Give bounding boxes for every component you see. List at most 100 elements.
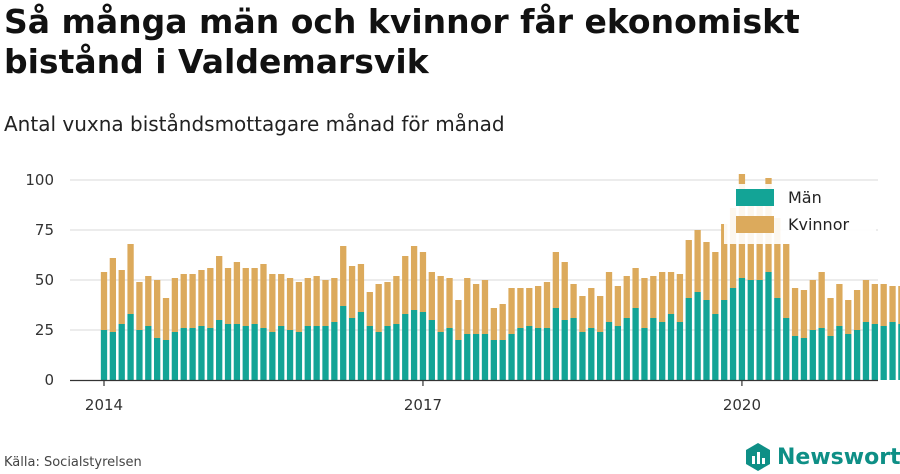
bar-man (605, 322, 613, 380)
bar-man (464, 334, 471, 380)
bar-woman (340, 246, 347, 306)
bar-man (118, 324, 125, 380)
brand-name: Newsworthy (777, 444, 900, 470)
chart-title: Så många män och kvinnor får ekonomiskt … (4, 2, 800, 81)
bar-man (685, 298, 692, 380)
bar-man (260, 328, 267, 380)
bar-woman (827, 298, 834, 336)
bar-man (641, 328, 648, 380)
bar-woman (216, 256, 223, 320)
bar-man (402, 314, 409, 380)
bar-man (818, 328, 825, 380)
bar-woman (499, 304, 506, 340)
bar-man (579, 332, 586, 380)
bar-man (136, 330, 143, 380)
bar-woman (224, 268, 232, 324)
bar-man (871, 324, 878, 380)
bar-man (127, 314, 134, 380)
bar-woman (871, 284, 878, 324)
bar-man (862, 322, 870, 380)
bar-woman (526, 288, 533, 326)
legend-label: Kvinnor (788, 215, 849, 234)
bar-man (446, 328, 453, 380)
bar-woman (676, 274, 684, 322)
bar-woman (366, 292, 373, 326)
bar-woman (836, 284, 843, 326)
bar-woman (623, 276, 630, 318)
bar-man (694, 292, 701, 380)
bar-man (154, 338, 161, 380)
bar-man (384, 326, 391, 380)
bar-man (632, 308, 639, 380)
bar-woman (809, 280, 816, 330)
bar-woman (393, 276, 400, 324)
bar-man (827, 336, 834, 380)
axes: 02550751002014201720202022 (25, 171, 878, 414)
bar-woman (278, 274, 285, 326)
bar-woman (561, 262, 568, 320)
bar-man (322, 326, 329, 380)
bar-woman (659, 272, 666, 322)
bar-woman (269, 274, 276, 332)
bar-woman (109, 258, 117, 332)
bar-man (375, 332, 382, 380)
bar-woman (800, 290, 808, 338)
legend-swatch (736, 189, 774, 206)
bar-woman (384, 282, 391, 326)
bar-woman (428, 272, 435, 320)
bar-man (251, 324, 258, 380)
bar-woman (685, 240, 692, 298)
bar-man (100, 330, 108, 380)
bar-man (278, 326, 285, 380)
bar-woman (331, 278, 338, 322)
bar-woman (162, 298, 170, 340)
bar-woman (597, 296, 604, 332)
bar-man (809, 330, 816, 380)
bar-woman (145, 276, 152, 326)
bar-woman (490, 308, 497, 340)
bar-woman (313, 276, 320, 326)
bar-man (242, 326, 249, 380)
bar-man (490, 340, 497, 380)
y-tick-label: 50 (35, 271, 54, 289)
bar-man (836, 326, 843, 380)
bar-man (703, 300, 710, 380)
bar-woman (774, 218, 781, 298)
bar-man (526, 326, 533, 380)
bar-man (729, 288, 737, 380)
bar-woman (791, 288, 799, 336)
bar-woman (100, 272, 108, 330)
bar-woman (729, 208, 737, 288)
bar-woman (472, 284, 480, 334)
bar-man (543, 328, 551, 380)
bar-man (171, 332, 179, 380)
bar-man (393, 324, 400, 380)
bar-woman (154, 280, 161, 338)
bar-man (889, 322, 896, 380)
bar-woman (286, 278, 294, 330)
bar-woman (712, 252, 719, 314)
y-tick-label: 25 (35, 321, 54, 339)
bar-man (233, 324, 241, 380)
bar-man (286, 330, 294, 380)
bar-woman (543, 282, 551, 328)
bar-woman (845, 300, 852, 334)
bar-man (534, 328, 542, 380)
bar-woman (650, 276, 657, 318)
x-tick-label: 2014 (85, 396, 123, 414)
bar-woman (667, 272, 675, 314)
bar-man (747, 280, 754, 380)
bar-man (712, 314, 719, 380)
bar-woman (419, 252, 427, 312)
bar-woman (694, 230, 701, 292)
bar-man (109, 332, 117, 380)
bar-woman (862, 280, 870, 322)
bar-man (216, 320, 223, 380)
bar-woman (853, 290, 861, 330)
bar-man (676, 322, 684, 380)
bar-woman (242, 268, 249, 326)
bar-man (614, 326, 622, 380)
bar-man (659, 322, 666, 380)
brand-logo: Newsworthy (745, 442, 900, 472)
